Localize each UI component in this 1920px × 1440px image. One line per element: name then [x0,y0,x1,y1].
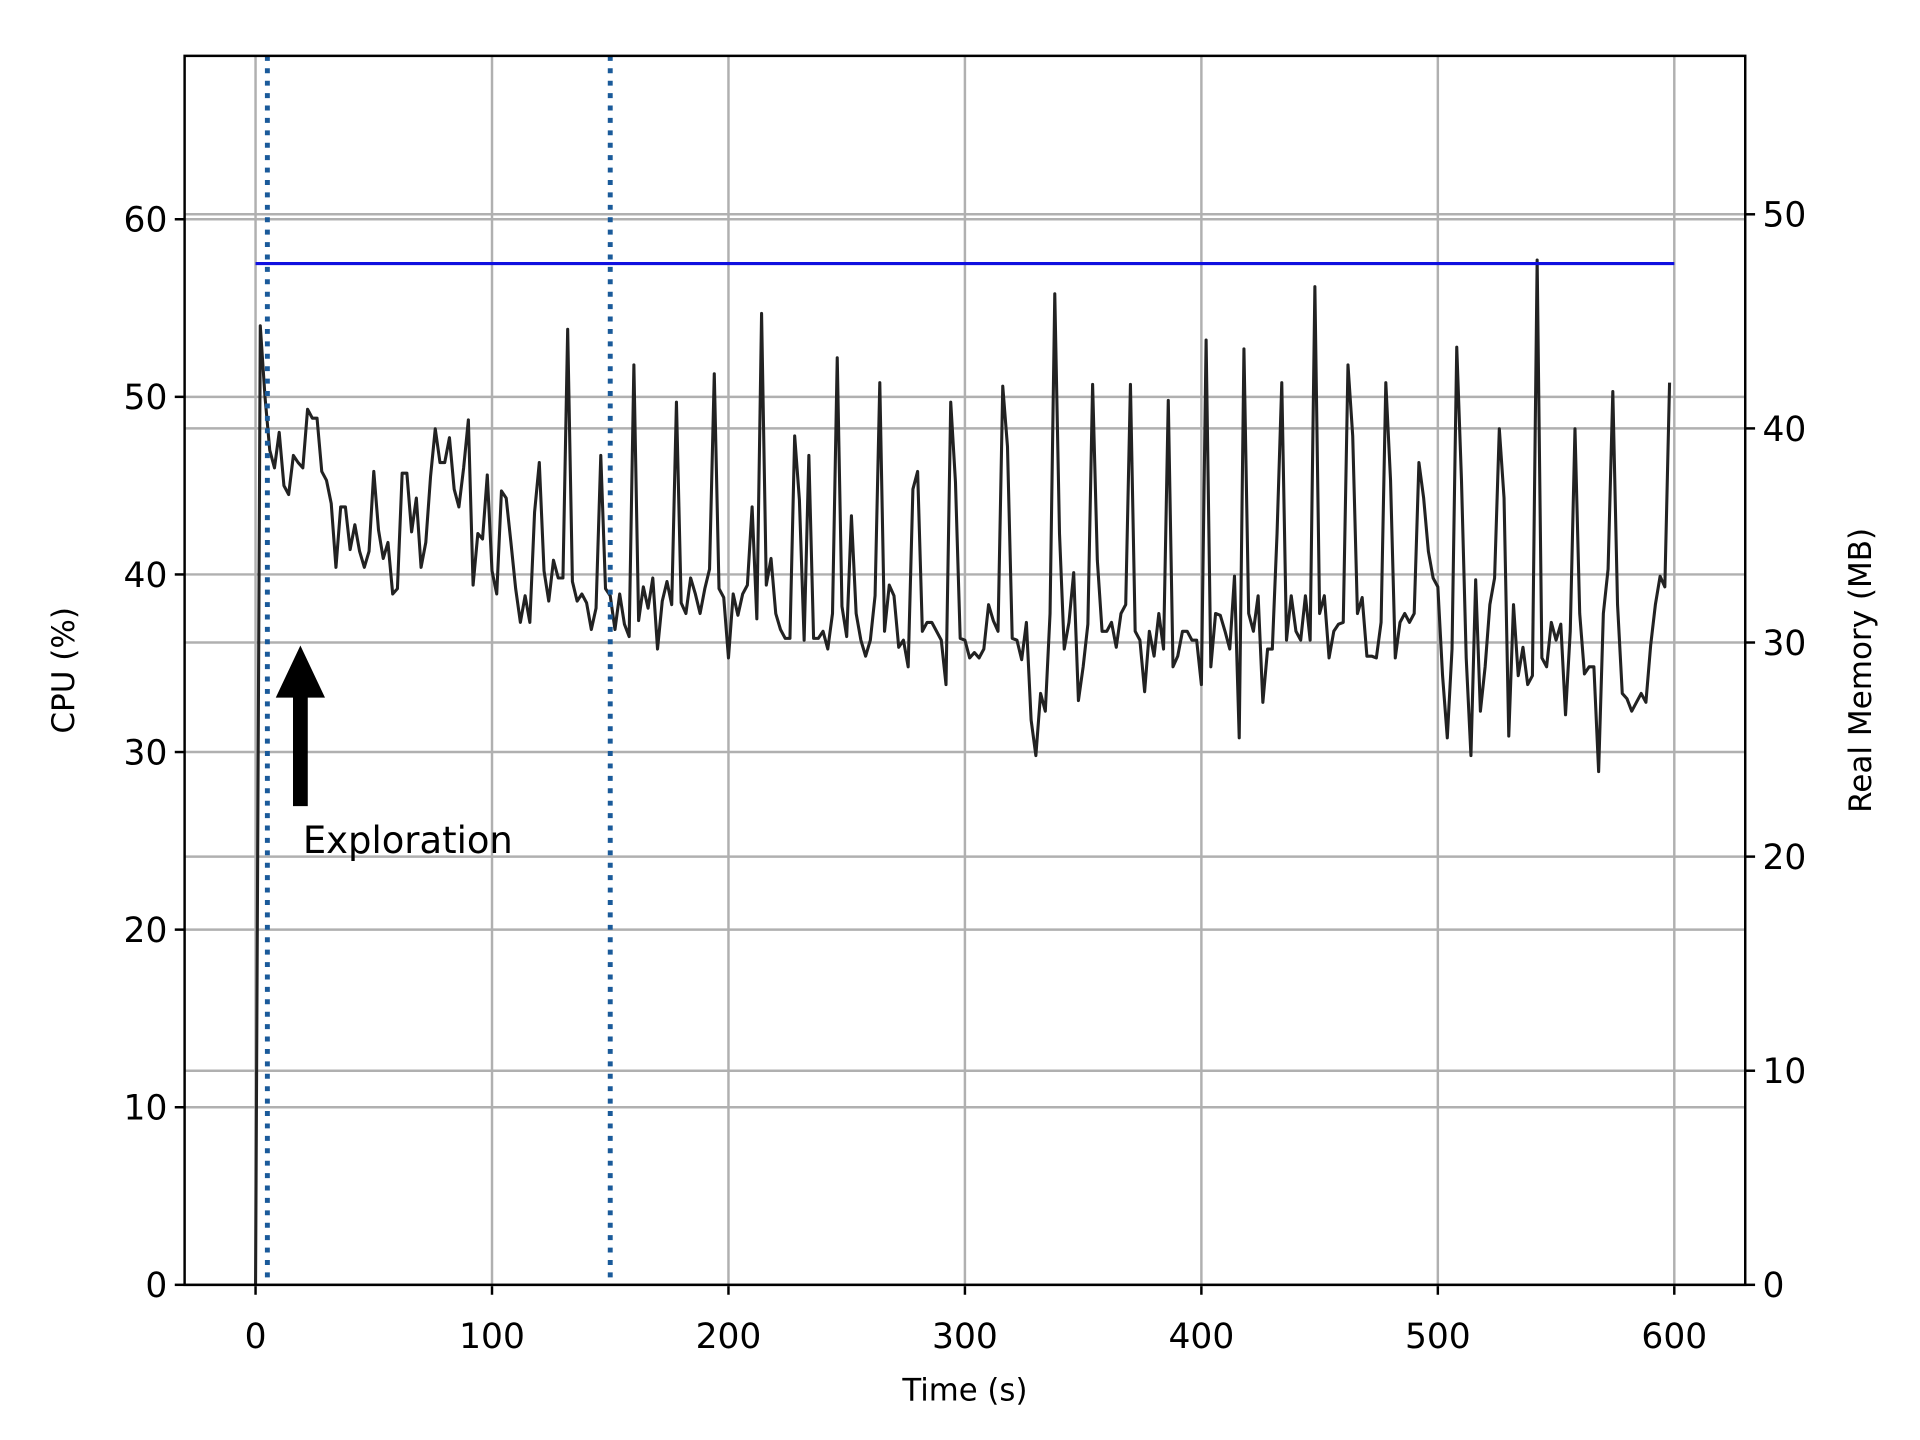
y2-tick-label: 0 [1762,1266,1784,1306]
y2-tick-label: 30 [1762,624,1806,664]
x-tick-label: 100 [459,1317,525,1357]
y-tick-label: 50 [124,378,168,418]
x-axis-label: Time (s) [901,1372,1027,1408]
y2-axis-label: Real Memory (MB) [1843,528,1879,813]
plot-frame [183,54,1747,1287]
annotation-text: Exploration [303,819,513,862]
y-tick-label: 0 [145,1266,167,1306]
y-axis-label: CPU (%) [46,607,82,734]
y2-tick-label: 40 [1762,410,1806,450]
x-tick-label: 600 [1641,1317,1707,1357]
y-tick-label: 10 [124,1089,168,1129]
y-tick-label: 30 [124,733,168,773]
annotation-arrow [275,645,325,807]
y2-tick-label: 20 [1762,838,1806,878]
y-tick-label: 60 [124,201,168,241]
series-line [254,258,1672,1285]
x-tick-label: 0 [245,1317,267,1357]
x-tick-label: 500 [1405,1317,1471,1357]
x-tick-label: 300 [932,1317,998,1357]
x-tick-label: 400 [1168,1317,1234,1357]
y2-tick-label: 10 [1762,1052,1806,1092]
y-tick-label: 40 [124,556,168,596]
y2-tick-label: 50 [1762,196,1806,236]
y-tick-label: 20 [124,911,168,951]
x-tick-label: 200 [696,1317,762,1357]
